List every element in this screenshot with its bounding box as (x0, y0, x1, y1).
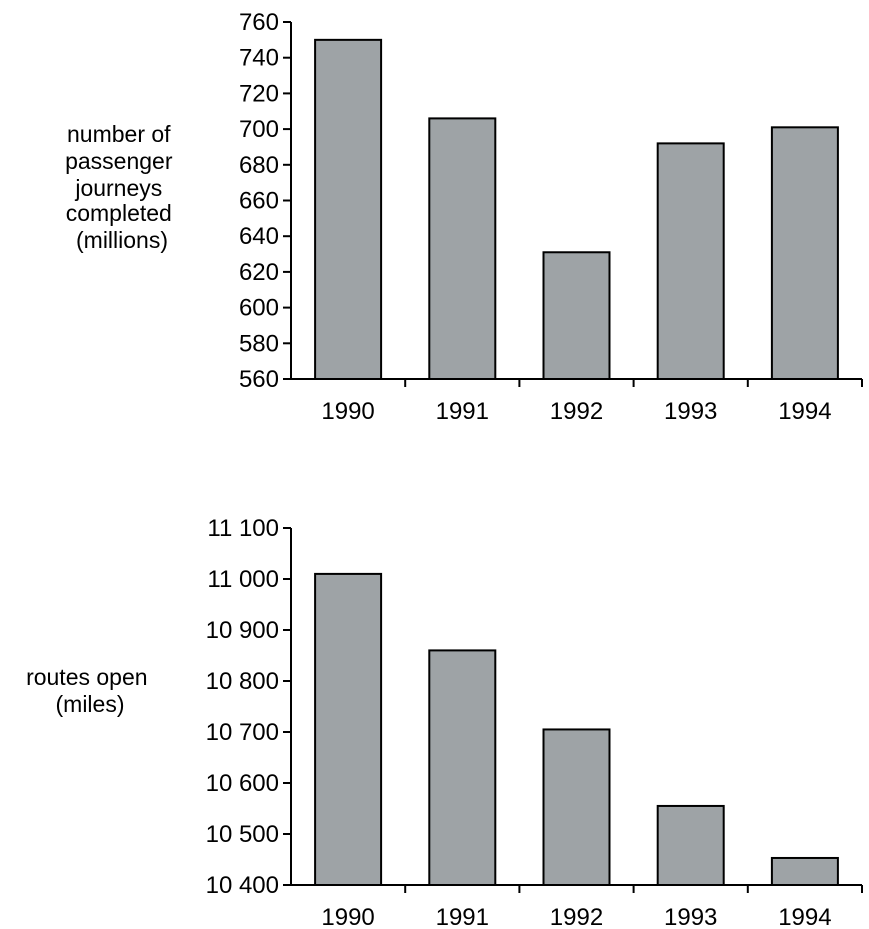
x-tick-label: 1994 (778, 904, 831, 929)
y-tick-label: 10 700 (206, 719, 279, 746)
bar-1992 (542, 728, 611, 887)
bars (314, 38, 839, 380)
y-axis-label-line: passenger (65, 148, 173, 174)
x-ticks: 1990 1991 1992 1993 1994 (321, 885, 863, 929)
x-tick-label: 1992 (550, 398, 603, 425)
x-tick-label: 1994 (778, 398, 831, 425)
bar-1991 (428, 117, 497, 380)
bar-1990 (314, 572, 383, 887)
bar-1993 (656, 142, 725, 380)
x-tick-label: 1990 (321, 398, 374, 425)
bar-1991 (428, 649, 497, 887)
y-axis-label-line: journeys (74, 175, 162, 201)
y-tick-label: 660 (239, 188, 279, 215)
y-ticks: 560 580 600 620 640 660 680 700 720 740 760 (239, 9, 291, 393)
y-tick-label: 700 (239, 116, 279, 143)
x-tick-label: 1990 (321, 904, 374, 929)
passenger-journeys-chart: number of passenger journeys completed (… (65, 9, 863, 425)
y-tick-label: 560 (239, 366, 279, 393)
y-tick-label: 680 (239, 152, 279, 179)
y-tick-label: 10 400 (206, 872, 279, 899)
y-axis-label-line: routes open (26, 664, 147, 690)
y-tick-label: 640 (239, 223, 279, 250)
y-tick-label: 10 900 (206, 617, 279, 644)
y-axis-label-line: completed (66, 200, 172, 226)
y-tick-label: 720 (239, 80, 279, 107)
y-axis-label-line: (millions) (76, 227, 168, 253)
y-tick-label: 11 100 (207, 515, 279, 542)
y-tick-label: 10 500 (206, 821, 279, 848)
y-ticks: 10 400 10 500 10 600 10 700 10 800 10 900 11 0… (206, 515, 291, 899)
bar-1992 (542, 251, 611, 380)
y-axis-label-line: number of (67, 121, 171, 147)
x-ticks: 1990 1991 1992 1993 1994 (321, 379, 863, 425)
y-tick-label: 580 (239, 330, 279, 357)
y-tick-label: 10 600 (206, 770, 279, 797)
bar-1990 (314, 38, 383, 380)
bars (314, 572, 839, 887)
y-tick-label: 10 800 (206, 668, 279, 695)
x-tick-label: 1993 (664, 398, 717, 425)
y-axis-label: number of passenger journeys completed (… (65, 121, 179, 253)
x-tick-label: 1993 (664, 904, 717, 929)
axes (290, 528, 862, 886)
bar-1994 (770, 126, 839, 380)
y-axis-label-line: (miles) (56, 691, 125, 717)
y-tick-label: 620 (239, 259, 279, 286)
y-tick-label: 760 (239, 9, 279, 36)
y-tick-label: 11 000 (207, 566, 279, 593)
x-tick-label: 1992 (550, 904, 603, 929)
x-tick-label: 1991 (436, 904, 489, 929)
y-axis-label: routes open (miles) (26, 664, 154, 717)
y-tick-label: 740 (239, 45, 279, 72)
bar-1993 (656, 804, 725, 887)
bar-1994 (770, 856, 839, 886)
x-tick-label: 1991 (436, 398, 489, 425)
y-tick-label: 600 (239, 295, 279, 322)
